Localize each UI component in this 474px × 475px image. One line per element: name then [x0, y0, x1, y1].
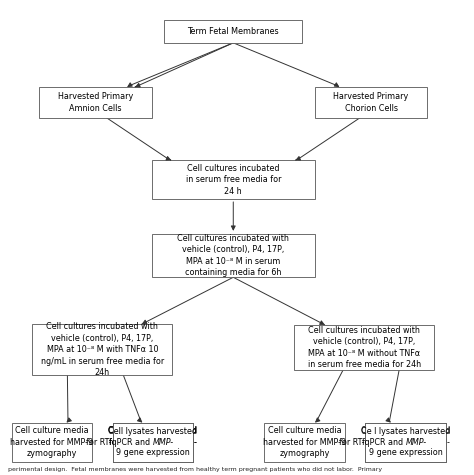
Text: Harvested Primary
Amnion Cells: Harvested Primary Amnion Cells	[58, 92, 133, 113]
Text: Cell lysates harvested
for RT-qPCR and MMP-
9 gene expression: Cell lysates harvested for RT-qPCR and M…	[109, 426, 197, 458]
Text: 9 gene expression: 9 gene expression	[116, 449, 190, 458]
Text: Cell culture media
harvested for MMP-9
zymography: Cell culture media harvested for MMP-9 z…	[263, 426, 346, 458]
Text: Cell culture media
harvested for MMP-9
zymography: Cell culture media harvested for MMP-9 z…	[10, 426, 93, 458]
Text: perimental design.  Fetal membranes were harvested from healthy term pregnant pa: perimental design. Fetal membranes were …	[8, 467, 383, 472]
FancyBboxPatch shape	[152, 234, 315, 277]
Text: 9 gene expression: 9 gene expression	[369, 448, 442, 457]
Text: for RT-qPCR and: for RT-qPCR and	[86, 437, 153, 446]
Text: MMP-: MMP-	[405, 437, 427, 446]
FancyBboxPatch shape	[315, 87, 427, 118]
Text: for RT-qPCR and: for RT-qPCR and	[339, 437, 405, 446]
FancyBboxPatch shape	[113, 423, 193, 462]
FancyBboxPatch shape	[113, 423, 193, 462]
Text: Cell cultures incubated with
vehicle (control), P4, 17P,
MPA at 10⁻⁸ M in serum
: Cell cultures incubated with vehicle (co…	[177, 234, 289, 277]
FancyBboxPatch shape	[152, 160, 315, 199]
FancyBboxPatch shape	[365, 423, 446, 462]
Text: 9 gene expression: 9 gene expression	[116, 448, 190, 457]
Text: Ce l lysates harvested
for RT-qPCR and MMP-
9 gene expression: Ce l lysates harvested for RT-qPCR and M…	[361, 426, 450, 458]
FancyBboxPatch shape	[12, 423, 92, 462]
FancyBboxPatch shape	[365, 423, 446, 462]
Text: Cell cultures incubated with
vehicle (control), P4, 17P,
MPA at 10⁻⁸ M without T: Cell cultures incubated with vehicle (co…	[308, 326, 421, 369]
FancyBboxPatch shape	[164, 20, 302, 43]
Text: Cell cultures incubated with
vehicle (control), P4, 17P,
MPA at 10⁻⁸ M with TNFα: Cell cultures incubated with vehicle (co…	[41, 323, 164, 377]
FancyBboxPatch shape	[39, 87, 152, 118]
Text: for RT-qPCR and MMP-: for RT-qPCR and MMP-	[109, 437, 197, 446]
Text: Cell cultures incubated
in serum free media for
24 h: Cell cultures incubated in serum free me…	[185, 164, 281, 196]
Text: Term Fetal Membranes: Term Fetal Membranes	[187, 27, 279, 36]
FancyBboxPatch shape	[32, 324, 173, 375]
Text: Cell lysates harvested: Cell lysates harvested	[109, 427, 197, 436]
FancyBboxPatch shape	[113, 423, 193, 462]
Text: MMP-: MMP-	[153, 437, 174, 446]
Text: Ce l lysates harvested: Ce l lysates harvested	[361, 427, 450, 436]
Text: Cell lysates harvested: Cell lysates harvested	[109, 426, 197, 435]
Text: Harvested Primary
Chorion Cells: Harvested Primary Chorion Cells	[333, 92, 409, 113]
FancyBboxPatch shape	[294, 325, 434, 370]
FancyBboxPatch shape	[264, 423, 345, 462]
